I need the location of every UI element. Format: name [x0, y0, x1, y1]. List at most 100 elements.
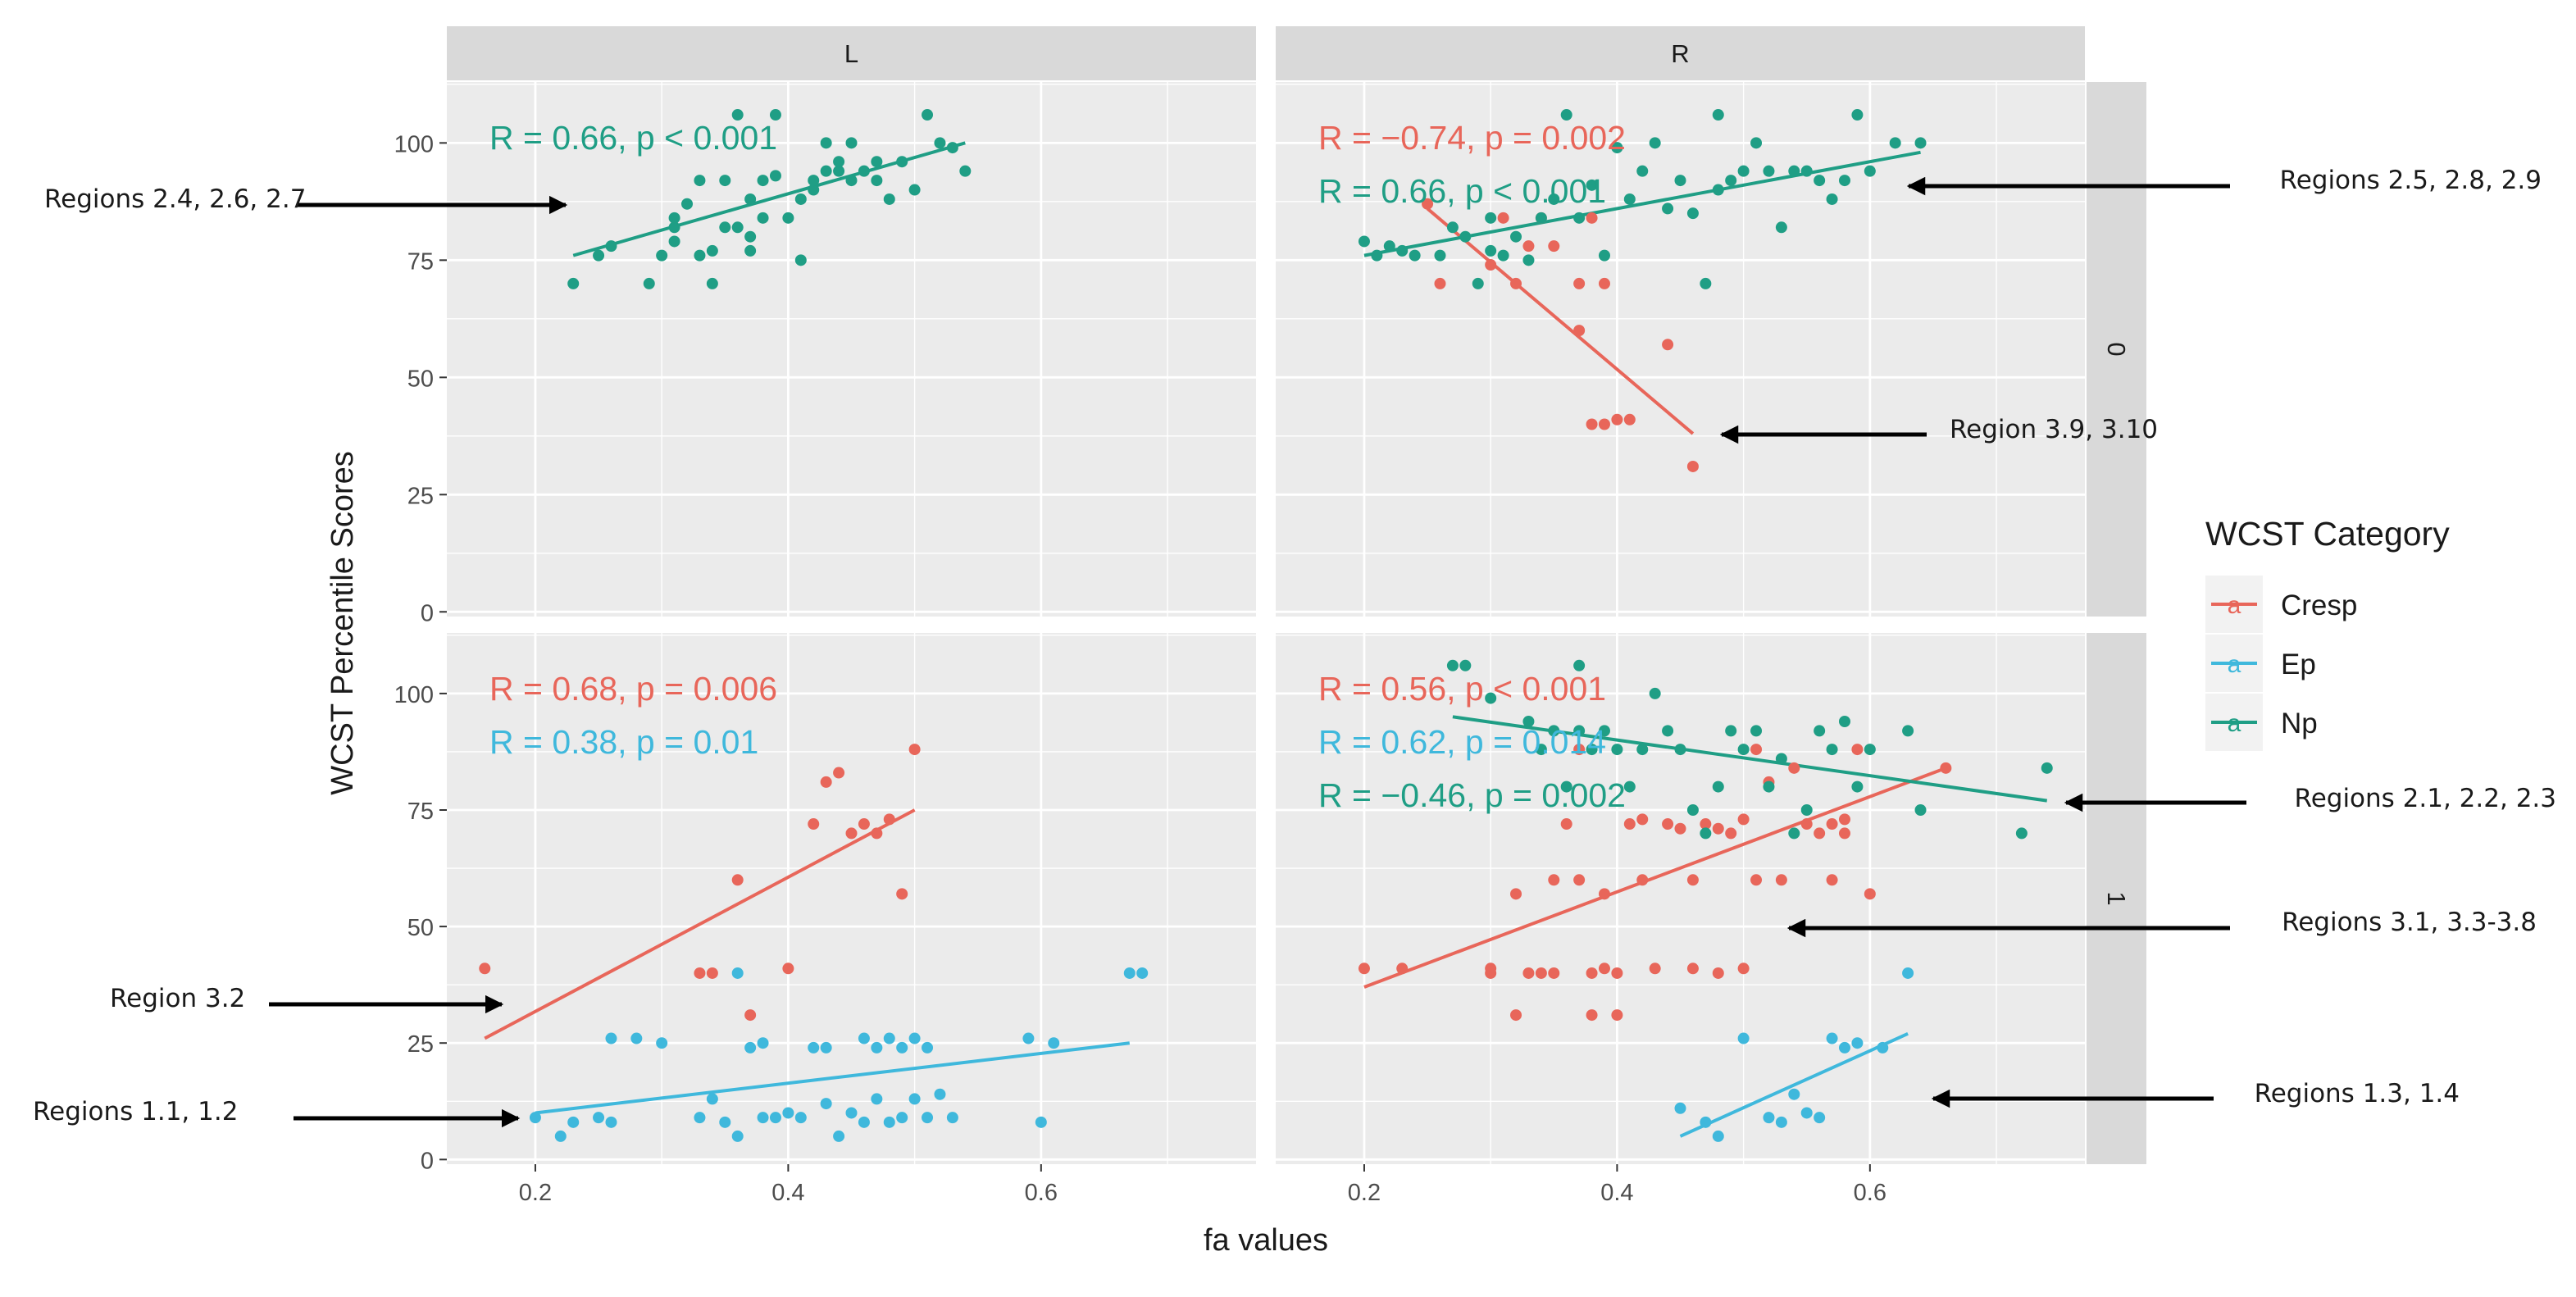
correlation-annotation: R = 0.66, p < 0.001 [1318, 172, 1606, 210]
data-point-np [959, 165, 972, 177]
data-point-np [1535, 744, 1547, 756]
data-point-ep [757, 1037, 769, 1049]
data-point-np [1522, 254, 1535, 266]
data-point-ep [731, 967, 744, 979]
data-point-np [833, 165, 845, 177]
data-point-np [1586, 744, 1598, 756]
data-point-np [1573, 659, 1586, 671]
data-point-cresp [858, 818, 870, 831]
legend-title: WCST Category [2205, 515, 2450, 553]
data-point-np [1560, 780, 1572, 793]
data-point-np [1649, 687, 1661, 699]
data-point-cresp [1485, 259, 1497, 271]
data-point-cresp [1510, 277, 1522, 289]
data-point-cresp [1712, 967, 1724, 979]
data-point-np [1472, 277, 1484, 289]
data-point-np [1864, 744, 1876, 756]
data-point-np [1548, 193, 1560, 205]
data-point-cresp [1497, 212, 1509, 224]
data-point-np [668, 221, 680, 234]
facet-strip-column [447, 26, 1256, 80]
data-point-np [681, 198, 694, 210]
data-point-np [1548, 725, 1560, 737]
y-tick-label: 50 [407, 366, 434, 392]
data-point-ep [883, 1116, 895, 1128]
data-point-cresp [1548, 874, 1560, 886]
data-point-np [694, 175, 706, 187]
legend-key-glyph: a [2228, 651, 2241, 678]
x-tick-label: 0.2 [519, 1180, 552, 1206]
data-point-cresp [1662, 339, 1674, 351]
data-point-ep [694, 1112, 706, 1124]
data-point-cresp [479, 963, 491, 975]
data-point-np [1358, 235, 1370, 248]
data-point-cresp [908, 744, 921, 756]
data-point-ep [946, 1112, 958, 1124]
data-point-np [1611, 744, 1623, 756]
data-point-np [1662, 725, 1674, 737]
data-point-np [883, 193, 895, 205]
data-point-cresp [1940, 762, 1952, 774]
data-point-ep [908, 1032, 921, 1044]
data-point-ep [871, 1093, 883, 1105]
fit-line-cresp [1426, 207, 1695, 435]
y-tick-label: 75 [407, 799, 434, 825]
facet-strip-column [1276, 26, 2085, 80]
data-point-ep [1788, 1088, 1800, 1100]
data-point-np [1485, 692, 1497, 704]
panel-background [447, 633, 1256, 1164]
correlation-annotation: R = 0.66, p < 0.001 [489, 119, 777, 157]
data-point-np [858, 165, 870, 177]
data-point-np [1725, 725, 1737, 737]
data-point-np [744, 244, 757, 257]
data-point-np [808, 175, 820, 187]
data-point-ep [1763, 1112, 1775, 1124]
data-point-np [2015, 827, 2028, 840]
data-point-ep [820, 1041, 832, 1054]
facet-label-column: R [1671, 39, 1689, 68]
data-point-cresp [1750, 744, 1763, 756]
data-point-cresp [1686, 874, 1699, 886]
data-point-ep [934, 1088, 946, 1100]
correlation-annotation: R = −0.74, p = 0.002 [1318, 119, 1626, 157]
data-point-np [1446, 221, 1459, 234]
x-tick-label: 0.2 [1348, 1180, 1381, 1206]
data-point-cresp [1737, 813, 1750, 826]
data-point-np [808, 184, 820, 196]
data-point-np [643, 277, 655, 289]
data-point-np [1522, 716, 1535, 727]
data-point-np [1510, 230, 1522, 243]
data-point-np [1649, 137, 1661, 149]
data-point-np [1459, 659, 1472, 671]
data-point-ep [1851, 1037, 1864, 1049]
data-point-np [1826, 193, 1838, 205]
data-point-ep [719, 1116, 731, 1128]
data-point-np [1573, 212, 1586, 224]
data-point-np [782, 212, 794, 224]
data-point-ep [1123, 967, 1136, 979]
data-point-cresp [1586, 418, 1598, 430]
data-point-ep [1838, 1041, 1850, 1054]
legend-label: Np [2281, 708, 2318, 740]
data-point-cresp [1422, 198, 1434, 210]
data-point-np [1838, 716, 1850, 727]
data-point-cresp [1864, 888, 1876, 900]
data-point-cresp [1662, 818, 1674, 831]
data-point-ep [554, 1130, 567, 1142]
data-point-np [1851, 780, 1864, 793]
data-point-np [706, 277, 718, 289]
data-point-np [744, 230, 757, 243]
data-point-ep [567, 1116, 580, 1128]
data-point-np [871, 156, 883, 168]
data-point-np [668, 212, 680, 224]
data-point-ep [1035, 1116, 1047, 1128]
data-point-np [1800, 165, 1813, 177]
data-point-np [1535, 212, 1547, 224]
data-point-ep [820, 1098, 832, 1110]
y-tick-label: 25 [407, 483, 434, 509]
data-point-np [567, 277, 580, 289]
data-point-np [1383, 240, 1395, 253]
data-point-cresp [1598, 888, 1610, 900]
